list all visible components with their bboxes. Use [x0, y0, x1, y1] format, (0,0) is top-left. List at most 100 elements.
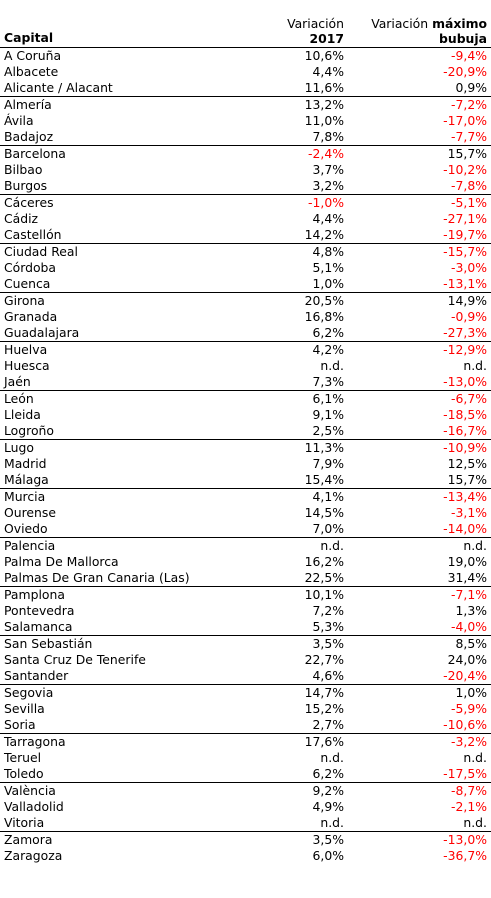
table-row: Cáceres -1,0% -5,1% — [0, 195, 491, 212]
variation-max-bubble-value: -13,0% — [348, 374, 491, 391]
table-row: Ourense 14,5% -3,1% — [0, 505, 491, 521]
variation-max-bubble-value: 1,3% — [455, 603, 487, 618]
table-row: Madrid 7,9% 12,5% — [0, 456, 491, 472]
capital-name: Segovia — [4, 685, 54, 700]
table-row: Burgos 3,2% -7,8% — [0, 178, 491, 195]
table-row: Murcia 4,1% -13,4% — [0, 489, 491, 506]
variation-max-bubble-value: n.d. — [348, 815, 491, 832]
table-row: Toledo 6,2% -17,5% — [0, 766, 491, 783]
capital-name: Córdoba — [4, 260, 57, 275]
table-row: Pontevedra 7,2% 1,3% — [0, 603, 491, 619]
variation-max-bubble-value: -6,7% — [451, 391, 487, 406]
header-variation-2017: Variación 2017 — [255, 0, 348, 48]
table-row: Vitoria n.d. n.d. — [0, 815, 491, 832]
table-row: Cádiz 4,4% -27,1% — [0, 211, 491, 227]
variation-2017-value: 7,9% — [312, 456, 344, 471]
capital-name: Palencia — [4, 538, 56, 553]
variation-max-bubble-value: -10,2% — [443, 162, 487, 177]
variation-2017-value: 6,0% — [312, 848, 344, 863]
table-row: Oviedo 7,0% -14,0% — [0, 521, 491, 538]
variation-2017-value: n.d. — [320, 750, 344, 765]
table-row: Ciudad Real 4,8% -15,7% — [0, 244, 491, 261]
variation-2017-value: 4,1% — [312, 489, 344, 504]
variation-2017-value: 20,5% — [304, 293, 344, 308]
capital-name: Barcelona — [4, 146, 66, 161]
variation-2017-value: 3,5% — [312, 636, 344, 651]
capital-name: Palmas De Gran Canaria (Las) — [0, 570, 255, 587]
table-row: Pamplona 10,1% -7,1% — [0, 587, 491, 604]
capital-name: Guadalajara — [0, 325, 255, 342]
table-row: Bilbao 3,7% -10,2% — [0, 162, 491, 178]
variation-max-bubble-value: -27,3% — [348, 325, 491, 342]
variation-2017-value: 11,6% — [255, 80, 348, 97]
capital-name: Toledo — [0, 766, 255, 783]
capital-name: Santander — [0, 668, 255, 685]
variation-2017-value: 4,8% — [312, 244, 344, 259]
variation-max-bubble-value: -3,0% — [451, 260, 487, 275]
variation-max-bubble-value: 1,0% — [455, 685, 487, 700]
variation-max-bubble-value: 14,9% — [447, 293, 487, 308]
variation-max-bubble-value: 15,7% — [447, 146, 487, 161]
table-row: València 9,2% -8,7% — [0, 783, 491, 800]
variation-2017-value: 3,5% — [312, 832, 344, 847]
capital-name: Huesca — [4, 358, 50, 373]
variation-2017-value: 5,1% — [312, 260, 344, 275]
capitals-table: Capital Variación 2017 Variación máximo … — [0, 0, 491, 864]
variation-max-bubble-value: -7,1% — [451, 587, 487, 602]
capital-name: Soria — [0, 717, 255, 734]
header-variation-max-line2: bubuja — [439, 31, 487, 46]
capital-name: Murcia — [4, 489, 46, 504]
capital-name: Ávila — [4, 113, 34, 128]
table-row: Barcelona -2,4% 15,7% — [0, 146, 491, 163]
variation-max-bubble-value: -13,4% — [443, 489, 487, 504]
variation-2017-value: n.d. — [255, 815, 348, 832]
variation-max-bubble-value: -3,1% — [451, 505, 487, 520]
variation-2017-value: 11,3% — [304, 440, 344, 455]
header-variation-2017-line1: Variación — [287, 16, 344, 31]
variation-max-bubble-value: 24,0% — [447, 652, 487, 667]
capital-name: Almería — [4, 97, 52, 112]
table-row: Castellón 14,2% -19,7% — [0, 227, 491, 244]
capital-name: Cáceres — [4, 195, 54, 210]
capital-name: Zamora — [4, 832, 53, 847]
variation-2017-value: 4,2% — [312, 342, 344, 357]
variation-2017-value: 6,2% — [255, 325, 348, 342]
table-row: Palma De Mallorca 16,2% 19,0% — [0, 554, 491, 570]
variation-2017-value: 14,5% — [304, 505, 344, 520]
variation-2017-value: 9,1% — [312, 407, 344, 422]
variation-2017-value: 6,2% — [255, 766, 348, 783]
capital-name: Lugo — [4, 440, 34, 455]
variation-2017-value: 3,7% — [312, 162, 344, 177]
variation-2017-value: 9,2% — [312, 783, 344, 798]
variation-max-bubble-value: -18,5% — [443, 407, 487, 422]
variation-2017-value: -2,4% — [308, 146, 344, 161]
table-row: Palmas De Gran Canaria (Las) 22,5% 31,4% — [0, 570, 491, 587]
table-row: Girona 20,5% 14,9% — [0, 293, 491, 310]
variation-max-bubble-value: -16,7% — [348, 423, 491, 440]
variation-max-bubble-value: n.d. — [463, 358, 487, 373]
variation-2017-value: 22,7% — [304, 652, 344, 667]
variation-max-bubble-value: -0,9% — [451, 309, 487, 324]
variation-2017-value: 14,2% — [255, 227, 348, 244]
capital-name: Cádiz — [4, 211, 39, 226]
variation-max-bubble-value: n.d. — [463, 750, 487, 765]
variation-max-bubble-value: 0,9% — [348, 80, 491, 97]
table-row: Tarragona 17,6% -3,2% — [0, 734, 491, 751]
capital-name: Salamanca — [0, 619, 255, 636]
capital-name: Valladolid — [4, 799, 64, 814]
variation-2017-value: 7,2% — [312, 603, 344, 618]
table-row: Logroño 2,5% -16,7% — [0, 423, 491, 440]
variation-2017-value: -1,0% — [308, 195, 344, 210]
table-row: Segovia 14,7% 1,0% — [0, 685, 491, 702]
variation-2017-value: 7,3% — [255, 374, 348, 391]
variation-max-bubble-value: -13,0% — [443, 832, 487, 847]
table-row: Guadalajara 6,2% -27,3% — [0, 325, 491, 342]
capital-name: A Coruña — [4, 48, 62, 63]
table-row: San Sebastián 3,5% 8,5% — [0, 636, 491, 653]
variation-2017-value: n.d. — [320, 358, 344, 373]
variation-max-bubble-value: -5,1% — [451, 195, 487, 210]
table-row: Cuenca 1,0% -13,1% — [0, 276, 491, 293]
variation-max-bubble-value: -8,7% — [451, 783, 487, 798]
table-row: Zaragoza 6,0% -36,7% — [0, 848, 491, 864]
variation-max-bubble-value: -7,7% — [348, 129, 491, 146]
